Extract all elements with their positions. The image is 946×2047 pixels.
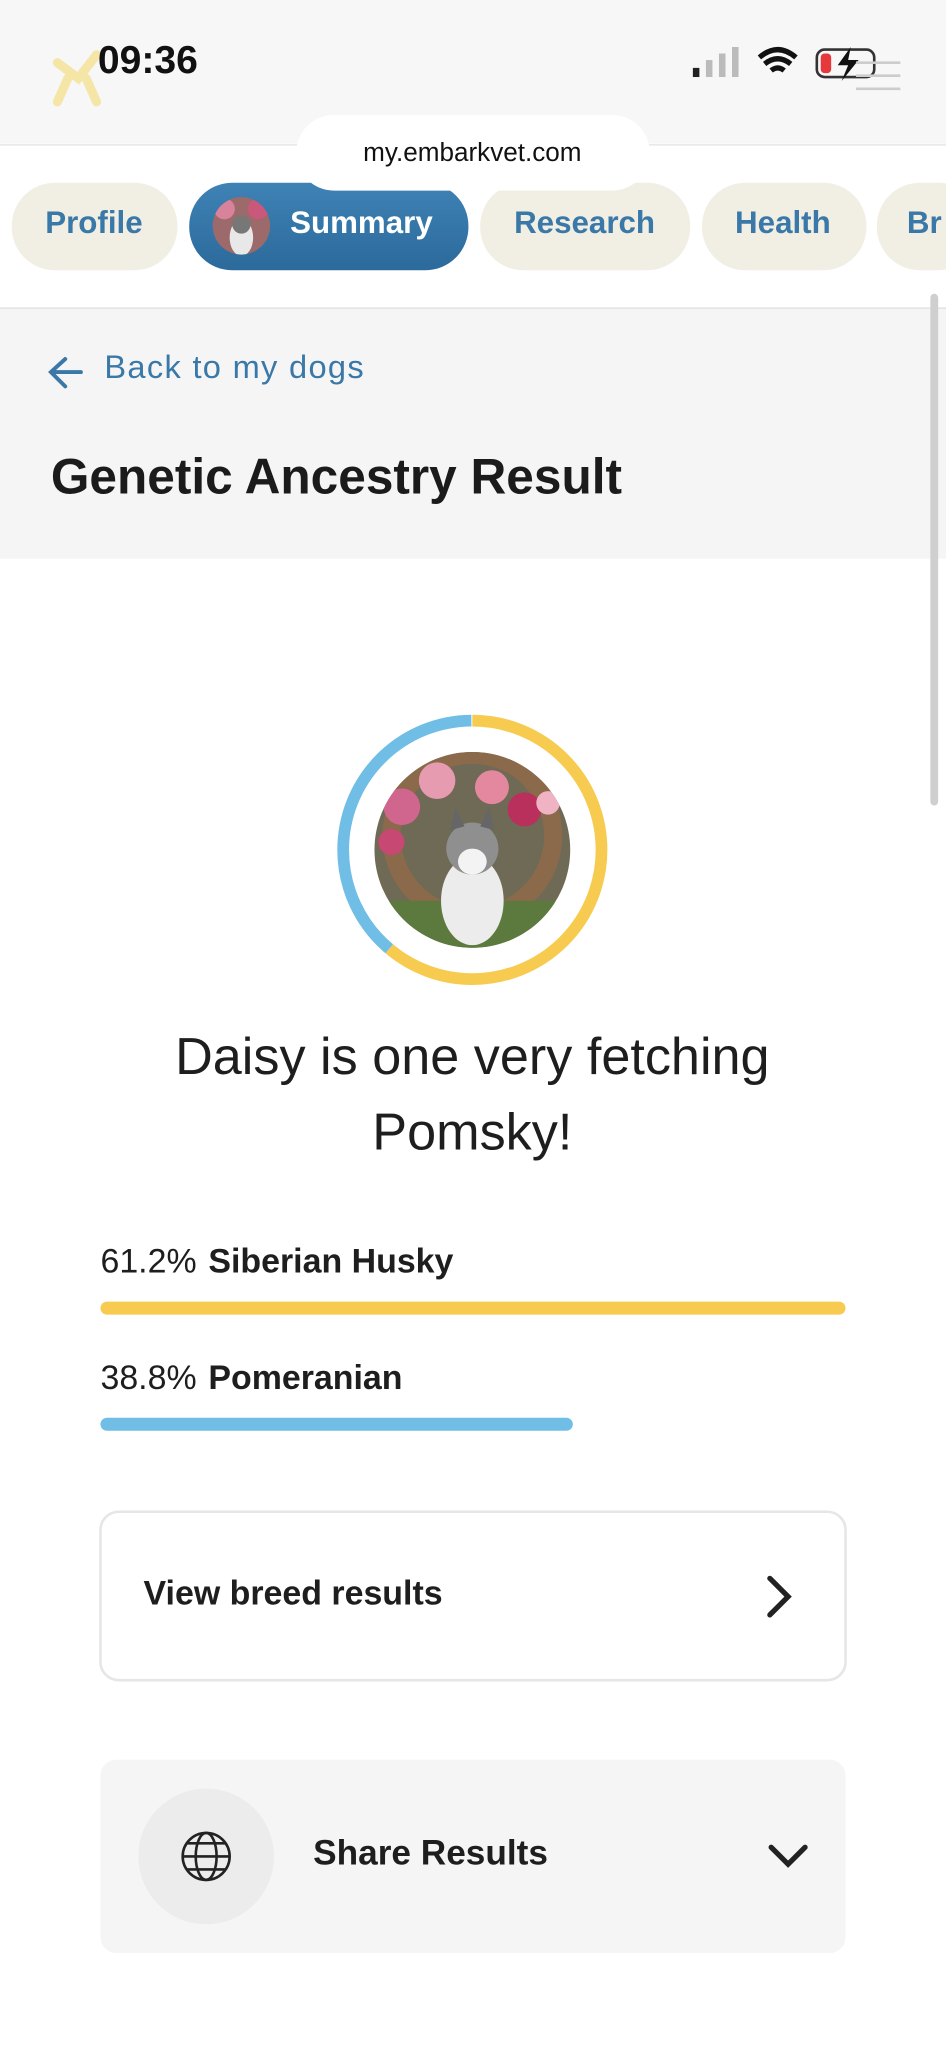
breed-label: 38.8% Pomeranian — [100, 1359, 402, 1397]
share-panel[interactable] — [100, 1759, 846, 1954]
breed-name: Pomeranian — [208, 1359, 402, 1397]
breed-percent: 61.2% — [100, 1243, 196, 1281]
tab[interactable] — [480, 182, 691, 271]
breed-bar — [100, 1417, 573, 1431]
headline: Pomsky! — [372, 1104, 572, 1162]
breed-name: Siberian Husky — [208, 1243, 453, 1281]
page-title: Genetic Ancestry Result — [51, 449, 622, 505]
chevron-right — [767, 1575, 792, 1618]
ring-segment — [337, 714, 608, 985]
menu-icon[interactable] — [855, 61, 901, 91]
view-button[interactable] — [99, 1510, 847, 1682]
scrollbar — [930, 293, 939, 806]
url: my.embarkvet.com — [363, 137, 581, 167]
chevron-down — [768, 1844, 808, 1868]
back-arrow[interactable] — [48, 357, 83, 389]
header — [0, 308, 946, 559]
logo — [52, 50, 102, 107]
tab-label[interactable]: Profile — [45, 205, 142, 240]
tab[interactable] — [11, 182, 178, 271]
wifi — [757, 47, 798, 73]
tab[interactable] — [876, 182, 946, 271]
url-bar[interactable] — [296, 114, 650, 191]
signal — [692, 46, 739, 78]
globe-icon — [181, 1831, 231, 1882]
breed-bar — [100, 1301, 846, 1315]
breed-list: 61.2% Siberian Husky 38.8% Pomeranian — [100, 1243, 846, 1431]
tab-label[interactable]: Summary — [290, 205, 433, 240]
back-link[interactable]: Back to my dogs — [104, 348, 365, 385]
tab-bar: Profile Summary Research Health Br — [11, 182, 946, 271]
tab-label[interactable]: Health — [735, 205, 831, 240]
breed-percent: 38.8% — [100, 1359, 196, 1397]
ancestry-ring — [337, 714, 608, 985]
ring-segment — [337, 714, 608, 985]
breed-label: 61.2% Siberian Husky — [100, 1243, 453, 1281]
share-label[interactable]: Share Results — [313, 1833, 548, 1872]
view-button-label[interactable]: View breed results — [144, 1574, 443, 1612]
tab-label[interactable]: Research — [514, 205, 655, 240]
tab[interactable] — [701, 182, 867, 271]
headline: Daisy is one very fetching — [175, 1028, 769, 1086]
tab-label[interactable]: Br — [907, 205, 942, 240]
dog-photo — [374, 751, 571, 948]
clock: 09:36 — [98, 39, 198, 82]
